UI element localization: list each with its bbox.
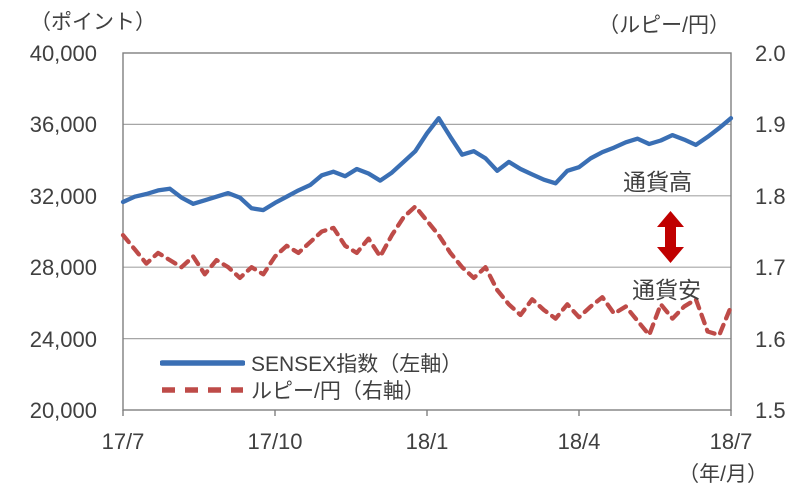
series-line-1 — [120, 204, 734, 338]
series-line-0 — [120, 116, 734, 213]
x-axis-tick-label: 17/10 — [247, 429, 303, 454]
right-axis-tick-label: 1.9 — [755, 112, 786, 138]
left-axis-tick-label: 20,000 — [29, 398, 97, 423]
x-axis-tick-label: 18/7 — [709, 429, 753, 454]
right-axis-tick-label: 1.6 — [755, 326, 786, 352]
legend-item-sensex: SENSEX指数（左軸） — [160, 349, 462, 376]
right-axis-tick-label: 1.5 — [755, 398, 786, 423]
legend-item-rupee: ルピー/円（右軸） — [160, 376, 462, 403]
left-axis-tick-label: 24,000 — [29, 326, 97, 352]
left-axis-tick-label: 32,000 — [29, 183, 97, 209]
x-axis-title: （年/月） — [678, 463, 768, 486]
right-axis-tick-label: 1.7 — [755, 255, 786, 281]
left-axis-tick-label: 36,000 — [29, 112, 97, 138]
currency-direction-arrow-icon — [657, 211, 684, 263]
right-axis-tick-label: 1.8 — [755, 183, 786, 209]
legend-label-rupee: ルピー/円（右軸） — [251, 379, 425, 403]
right-axis-title: （ルピー/円） — [598, 14, 730, 37]
right-axis-tick-label: 2.0 — [755, 41, 786, 66]
left-axis-title: （ポイント） — [30, 11, 156, 34]
x-axis-tick-label: 17/7 — [101, 429, 145, 454]
left-axis-tick-label: 40,000 — [29, 41, 97, 66]
legend: SENSEX指数（左軸） ルピー/円（右軸） — [160, 349, 462, 403]
sensex-line-swatch — [160, 359, 245, 366]
annotation-currency-high: 通貨高 — [623, 169, 692, 195]
rupee-line-swatch — [162, 386, 243, 393]
left-axis-tick-label: 28,000 — [29, 255, 97, 281]
legend-label-sensex: SENSEX指数（左軸） — [251, 352, 463, 376]
annotation-currency-low: 通貨安 — [632, 277, 701, 303]
x-axis-tick-label: 18/1 — [405, 429, 449, 454]
x-axis-tick-label: 18/4 — [557, 429, 601, 454]
